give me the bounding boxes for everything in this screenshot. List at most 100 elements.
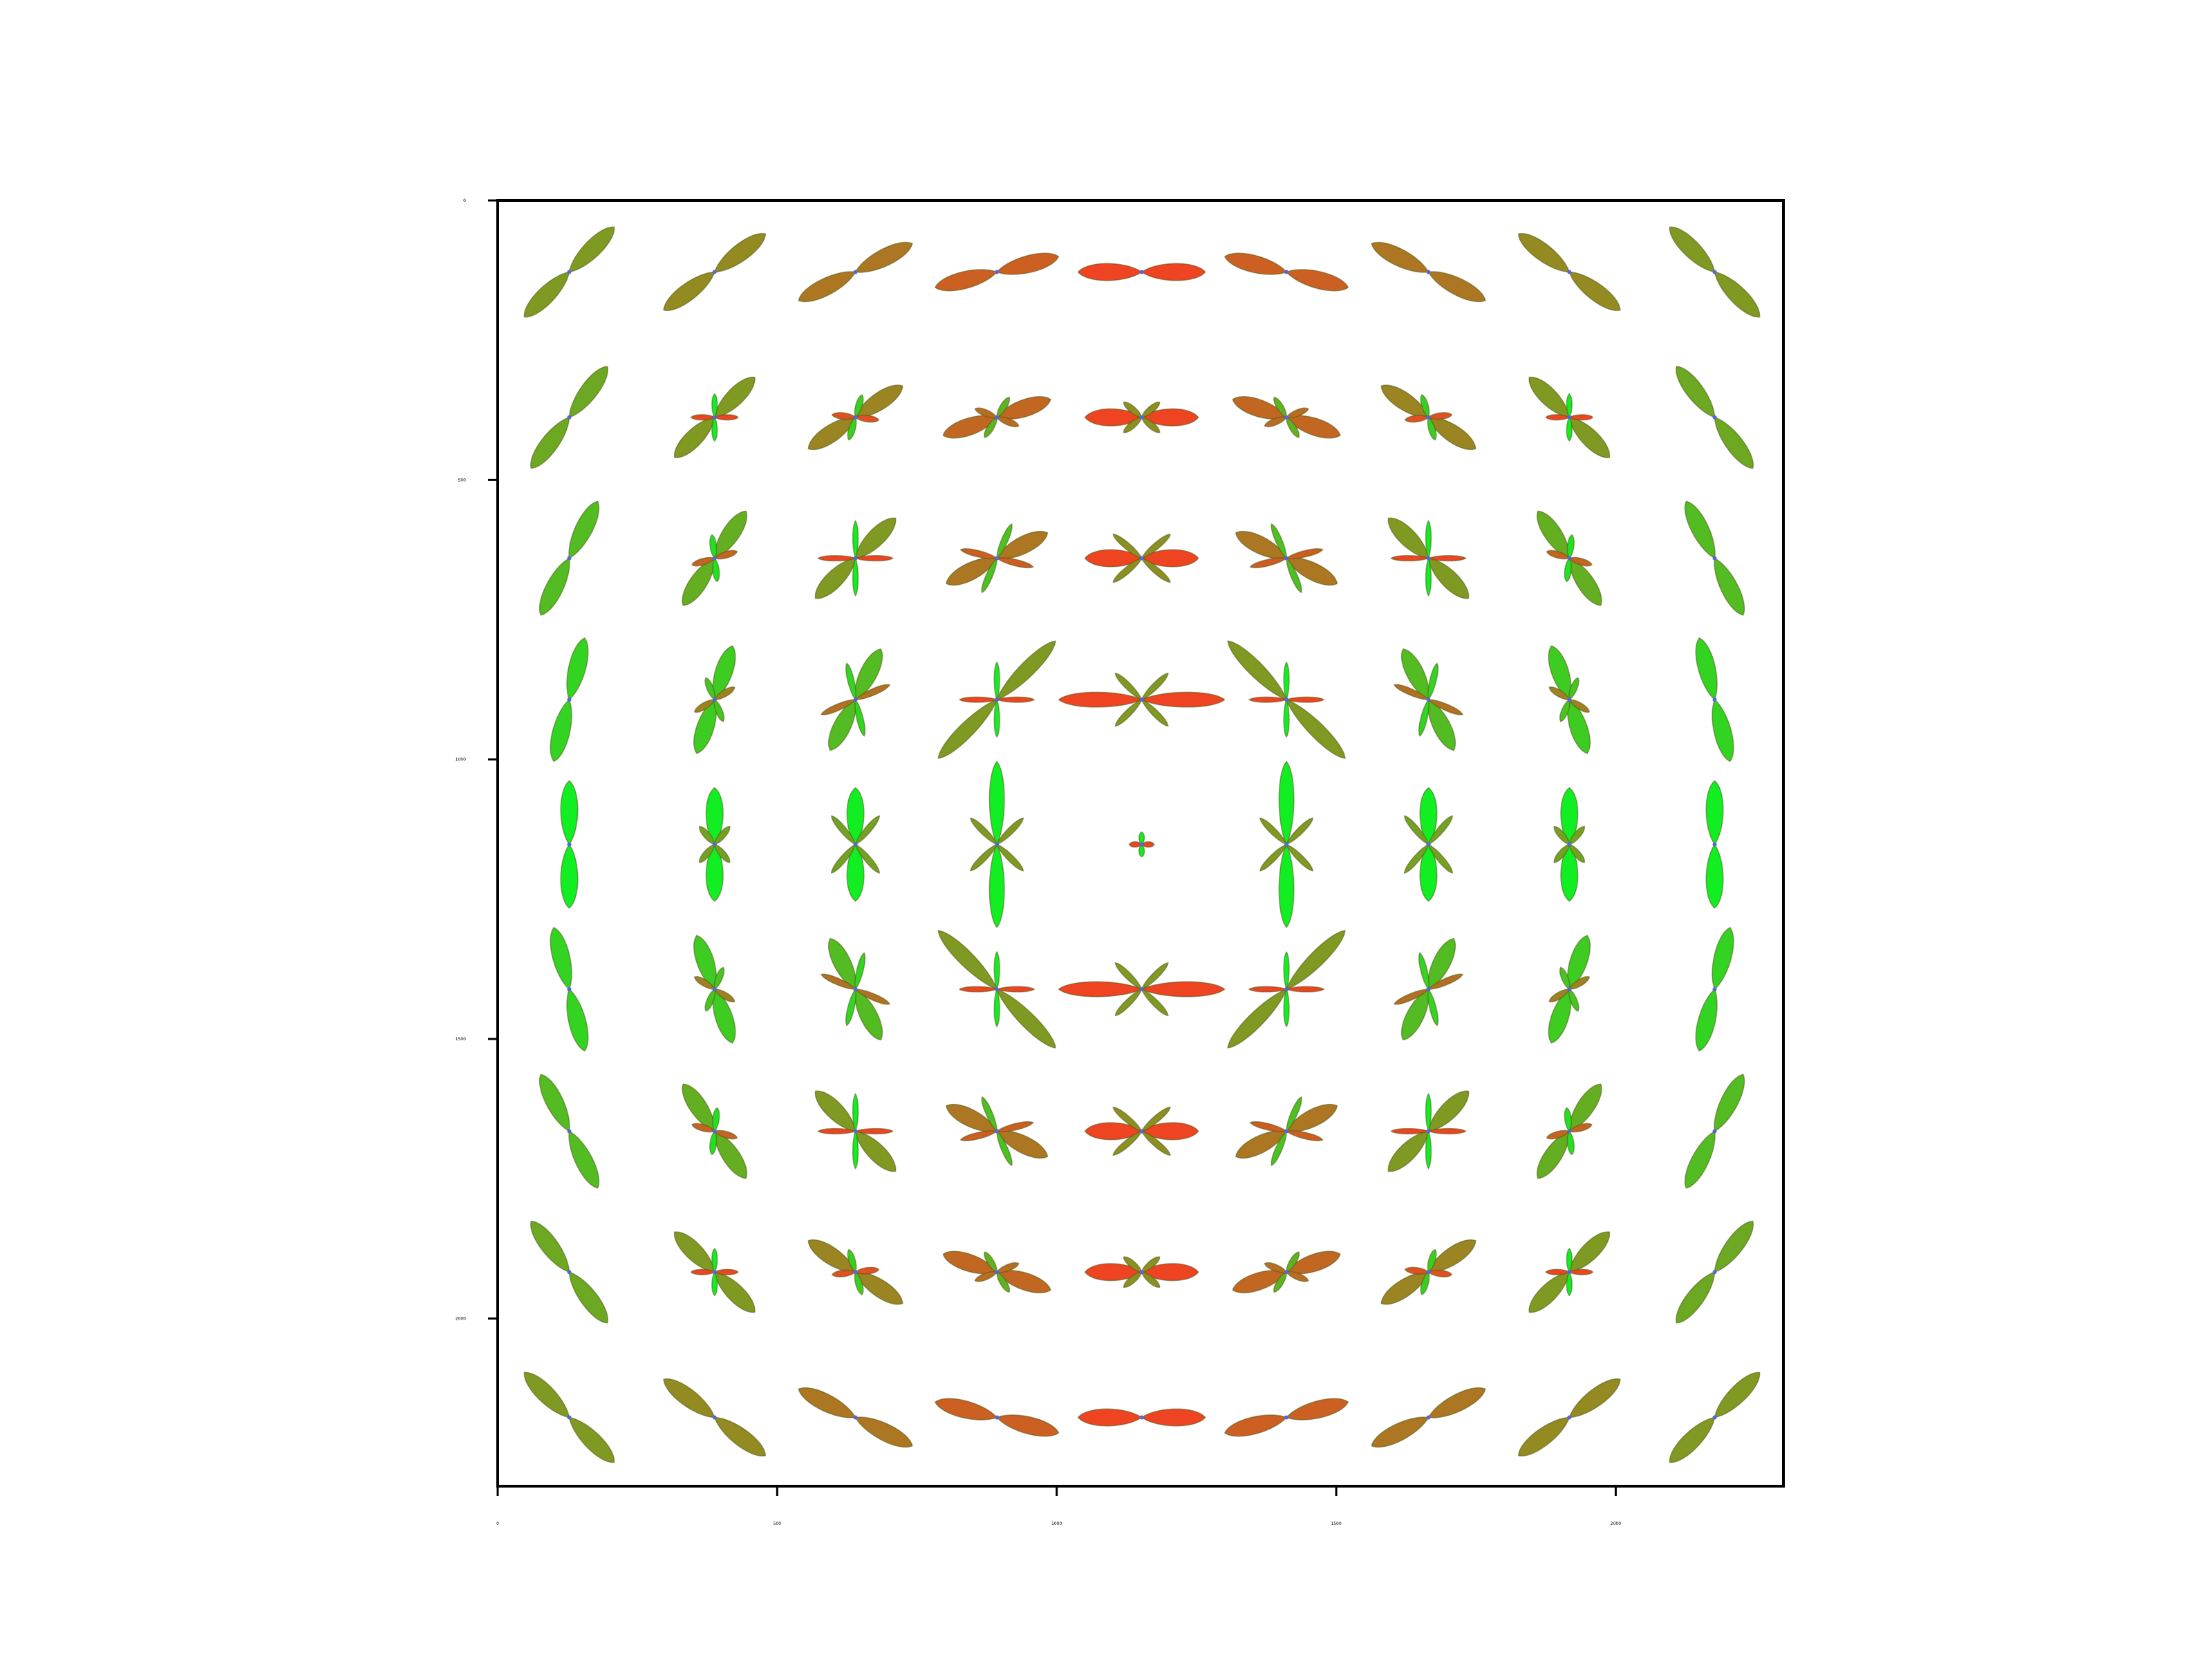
odf-glyph <box>550 637 589 762</box>
odf-lobe <box>1259 843 1288 872</box>
glyph-center <box>1139 842 1144 847</box>
odf-glyph <box>1393 937 1464 1041</box>
odf-glyph <box>1058 962 1226 1017</box>
odf-lobe <box>996 1271 1011 1293</box>
odf-lobe <box>847 1248 857 1273</box>
odf-lobe <box>996 1130 1049 1159</box>
odf-glyph <box>1232 1250 1341 1293</box>
odf-lobe <box>713 686 735 700</box>
odf-glyph <box>530 1220 608 1324</box>
odf-glyph <box>945 1096 1049 1167</box>
odf-lobe <box>1141 263 1206 281</box>
odf-lobe <box>682 557 715 606</box>
y-tick-label: 1500 <box>456 1037 466 1042</box>
odf-lobe <box>854 1130 897 1172</box>
odf-glyph <box>1705 780 1724 909</box>
odf-lobe <box>523 1371 570 1418</box>
glyph-center <box>1567 270 1572 274</box>
odf-glyph <box>560 780 579 909</box>
odf-lobe <box>995 252 1060 275</box>
glyph-center <box>567 842 572 847</box>
odf-lobe <box>814 1090 856 1132</box>
odf-lobe <box>1264 1262 1288 1273</box>
odf-lobe <box>682 1083 715 1132</box>
odf-lobe <box>1141 1408 1206 1427</box>
glyph-center <box>1139 270 1144 274</box>
glyph-center <box>1712 1129 1717 1134</box>
odf-lobe <box>1232 1269 1288 1293</box>
glyph-center <box>712 1270 717 1275</box>
odf-lobe <box>1285 930 1346 991</box>
odf-lobe <box>1271 1130 1287 1167</box>
glyph-center <box>567 415 572 420</box>
odf-lobe <box>1669 226 1716 273</box>
glyph-center <box>1712 842 1717 847</box>
odf-lobe <box>1427 1127 1467 1135</box>
odf-lobe <box>817 1127 857 1135</box>
y-tick-label: 500 <box>458 478 467 482</box>
glyph-center <box>1284 697 1289 702</box>
glyph-center <box>1426 1270 1431 1275</box>
odf-lobe <box>1112 534 1143 559</box>
odf-glyph <box>945 523 1049 594</box>
odf-lobe <box>1084 1122 1143 1141</box>
odf-lobe <box>996 396 1011 418</box>
odf-lobe <box>704 677 716 701</box>
odf-lobe <box>1528 1271 1571 1313</box>
glyph-center <box>1712 270 1717 274</box>
odf-lobe <box>1420 394 1430 419</box>
glyph-center <box>1426 1415 1431 1420</box>
odf-lobe <box>854 1271 903 1305</box>
odf-lobe <box>1141 1122 1199 1141</box>
odf-glyph <box>693 935 736 1044</box>
odf-glyph <box>1224 252 1349 292</box>
odf-glyph <box>1380 384 1477 451</box>
odf-lobe <box>845 662 856 701</box>
odf-glyph <box>1227 930 1346 1049</box>
odf-glyph <box>1232 396 1341 439</box>
glyph-center <box>995 1270 1000 1275</box>
odf-lobe <box>1427 1248 1437 1273</box>
odf-lobe <box>1425 1093 1432 1133</box>
odf-lobe <box>1285 407 1309 419</box>
odf-lobe <box>568 226 615 273</box>
odf-lobe <box>993 950 1000 991</box>
odf-lobe <box>1114 988 1143 1017</box>
odf-glyph <box>693 645 736 754</box>
odf-glyph <box>814 1090 897 1172</box>
odf-glyph <box>1528 1231 1611 1313</box>
glyph-center <box>1139 415 1144 420</box>
odf-lobe <box>1714 416 1754 469</box>
odf-glyph <box>798 1387 913 1448</box>
odf-lobe <box>711 393 718 419</box>
odf-lobe <box>1568 1268 1594 1275</box>
glyph-center <box>1426 415 1431 420</box>
odf-lobe <box>995 416 1020 427</box>
odf-lobe <box>550 926 572 991</box>
glyph-center <box>567 697 572 702</box>
odf-lobe <box>1676 366 1716 418</box>
odf-glyph <box>1553 787 1585 902</box>
odf-lobe <box>959 548 998 559</box>
odf-lobe <box>712 557 720 583</box>
odf-lobe <box>1427 412 1453 420</box>
odf-lobe <box>852 556 859 597</box>
odf-glyph <box>1695 926 1734 1052</box>
odf-glyph <box>523 1371 615 1463</box>
glyph-center <box>853 1270 858 1275</box>
glyph-center <box>567 1415 572 1420</box>
odf-lobe <box>690 1268 716 1275</box>
odf-lobe <box>995 640 1056 701</box>
odf-lobe <box>1123 1256 1143 1273</box>
odf-lobe <box>711 416 718 442</box>
odf-lobe <box>1371 241 1430 273</box>
odf-lobe <box>1141 1271 1161 1288</box>
odf-lobe <box>1427 416 1437 441</box>
odf-lobe <box>1283 987 1290 1028</box>
odf-lobe <box>1425 520 1432 560</box>
odf-lobe <box>1568 1083 1602 1132</box>
odf-lobe <box>713 550 738 560</box>
odf-lobe <box>942 415 998 439</box>
odf-lobe <box>699 843 715 863</box>
odf-lobe <box>981 556 997 594</box>
